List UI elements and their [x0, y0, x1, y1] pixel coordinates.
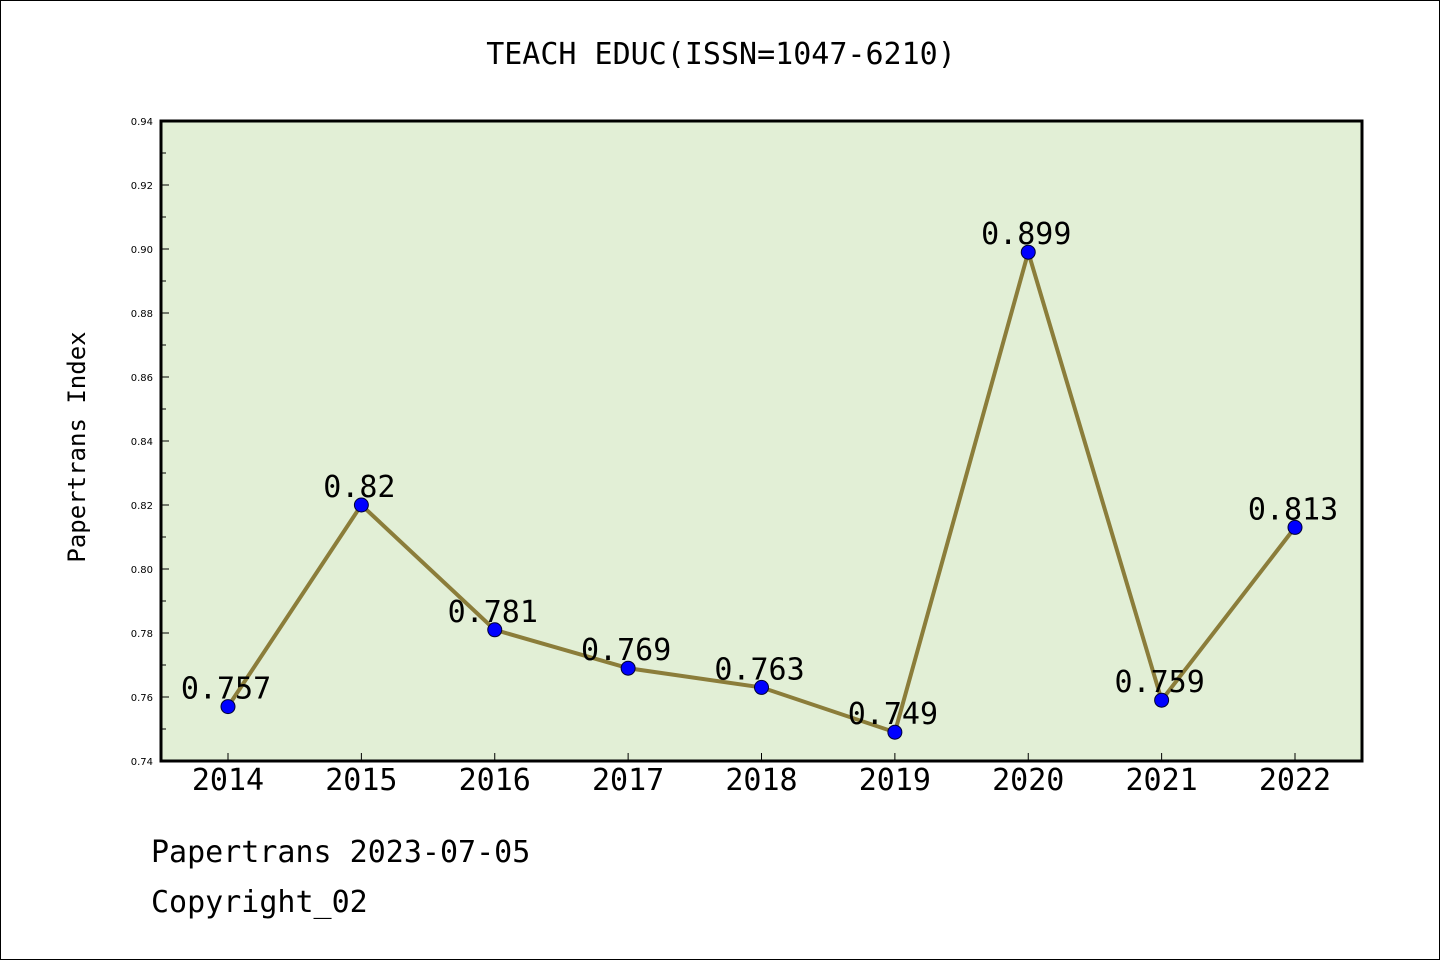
- footer-date: Papertrans 2023-07-05: [151, 835, 531, 870]
- data-point: [487, 622, 503, 638]
- x-tick-label: 2015: [325, 763, 397, 798]
- x-tick-label: 2020: [992, 763, 1064, 798]
- y-tick-label: 0.76: [131, 693, 153, 704]
- x-tick-label: 2019: [859, 763, 931, 798]
- data-label: 0.813: [1248, 492, 1338, 527]
- data-point: [754, 679, 769, 695]
- x-tick-label: 2017: [592, 763, 664, 798]
- data-point: [1154, 692, 1170, 708]
- y-tick-label: 0.88: [131, 309, 153, 320]
- chart-title: TEACH EDUC(ISSN=1047-6210): [486, 37, 956, 72]
- data-label: 0.781: [448, 595, 538, 630]
- data-point: [1287, 519, 1303, 535]
- data-label: 0.763: [714, 652, 804, 687]
- y-tick-label: 0.82: [131, 501, 153, 512]
- data-point: [220, 699, 236, 715]
- x-tick-label: 2022: [1259, 763, 1331, 798]
- data-label: 0.82: [323, 470, 395, 505]
- x-tick-label: 2014: [192, 763, 264, 798]
- data-label: 0.749: [848, 697, 938, 732]
- y-tick-label: 0.80: [131, 565, 153, 576]
- data-point: [620, 660, 636, 676]
- data-label: 0.899: [981, 217, 1071, 252]
- y-tick-label: 0.92: [131, 181, 153, 192]
- plot-area: [161, 121, 1362, 761]
- data-point: [887, 724, 903, 740]
- y-tick-label: 0.84: [131, 437, 153, 448]
- data-point: [1020, 244, 1036, 260]
- x-tick-label: 2021: [1126, 763, 1198, 798]
- y-tick-label: 0.86: [131, 373, 153, 384]
- data-point: [353, 497, 369, 513]
- y-tick-label: 0.94: [131, 117, 153, 128]
- footer-copyright: Copyright_02: [151, 885, 368, 920]
- data-label: 0.757: [181, 672, 271, 707]
- x-tick-label: 2018: [725, 763, 797, 798]
- y-tick-label: 0.90: [131, 245, 153, 256]
- data-label: 0.769: [581, 633, 671, 668]
- data-label: 0.759: [1114, 665, 1204, 700]
- y-tick-label: 0.78: [131, 629, 153, 640]
- plot-frame: [159, 119, 1364, 763]
- y-tick-label: 0.74: [131, 757, 153, 768]
- x-tick-label: 2016: [459, 763, 531, 798]
